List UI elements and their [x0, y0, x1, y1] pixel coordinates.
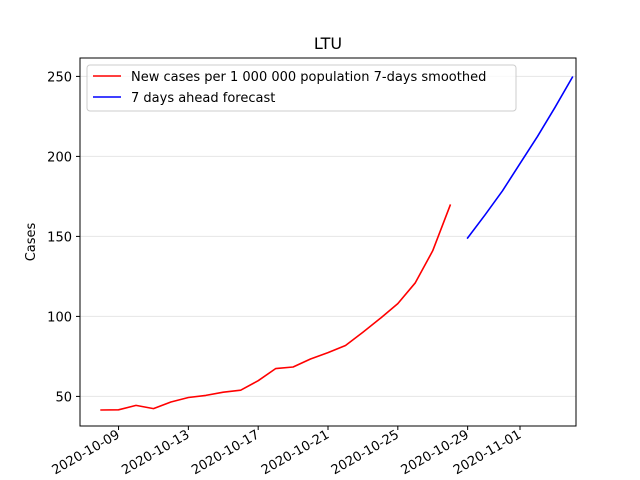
forecast-line: [466, 76, 574, 240]
legend-label-cases: New cases per 1 000 000 population 7-day…: [131, 70, 486, 85]
y-axis-label: Cases: [24, 222, 39, 261]
y-tick-label: 250: [47, 70, 72, 85]
chart-title: LTU: [314, 34, 342, 53]
y-tick-label: 200: [47, 150, 72, 165]
legend-label-forecast: 7 days ahead forecast: [131, 91, 275, 106]
y-tick-label: 100: [47, 310, 72, 325]
y-tick-label: 150: [47, 230, 72, 245]
cases-line: [100, 204, 452, 411]
legend-box: [86, 64, 517, 112]
legend: New cases per 1 000 000 population 7-day…: [86, 64, 517, 112]
series-lines: [100, 76, 574, 411]
y-tick-label: 50: [55, 390, 72, 405]
y-axis: 50 100 150 200 250: [47, 70, 80, 405]
gridlines: [80, 75, 576, 397]
